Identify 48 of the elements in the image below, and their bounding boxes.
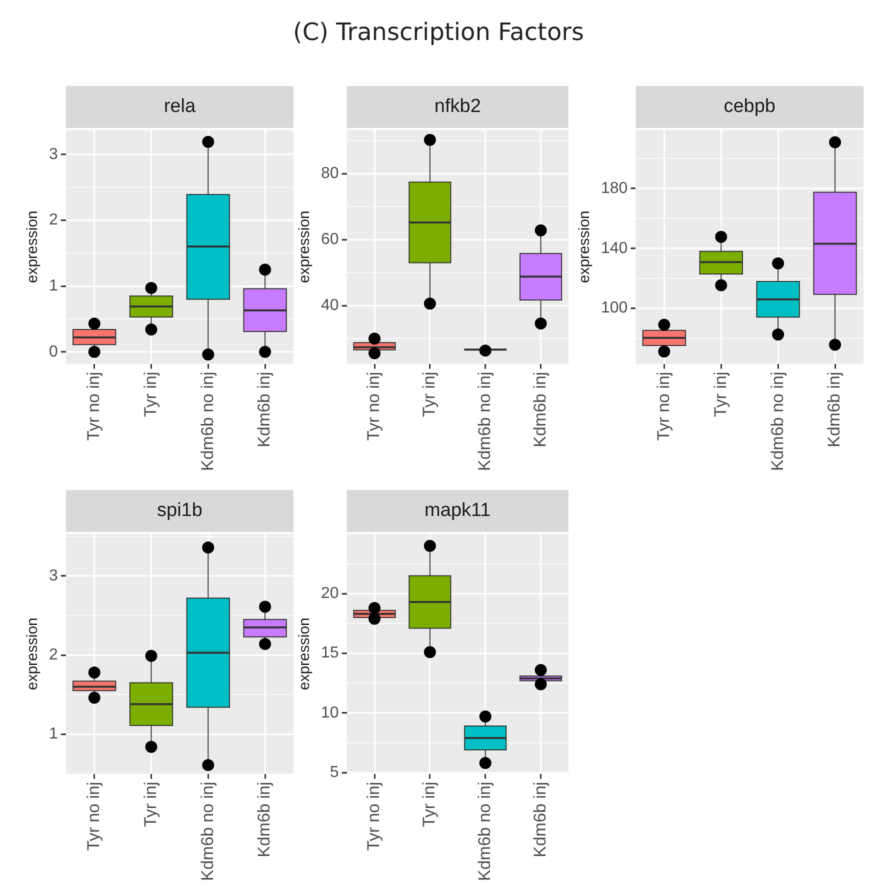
- x-tick-label: Tyr inj: [140, 372, 160, 418]
- x-tick-label: Kdm6b no inj: [768, 372, 787, 472]
- x-tick-label: Kdm6b no inj: [475, 372, 494, 472]
- y-tick-label: 2: [48, 212, 58, 229]
- x-tick-label: Kdm6b inj: [530, 372, 550, 448]
- x-tick-label: Tyr no inj: [364, 782, 384, 851]
- y-tick-label: 60: [321, 231, 339, 248]
- y-tick-label: 20: [321, 585, 339, 602]
- x-tick-label: Tyr no inj: [654, 372, 673, 441]
- y-axis-title: expression: [296, 210, 314, 284]
- chart-title: rela: [164, 96, 196, 118]
- x-tick-label: Tyr no inj: [84, 782, 104, 851]
- chart-title: cebpb: [724, 96, 776, 118]
- y-tick-label: 140: [600, 240, 628, 257]
- y-tick-label: 3: [48, 146, 58, 163]
- y-axis-title: expression: [296, 618, 314, 690]
- x-tick-label: Kdm6b inj: [254, 372, 274, 448]
- y-tick-label: 1: [48, 277, 58, 294]
- y-tick-label: 3: [48, 567, 58, 584]
- y-tick-label: 0: [48, 343, 58, 360]
- y-tick-label: 15: [321, 644, 339, 662]
- x-tick-label: Tyr inj: [420, 372, 439, 418]
- x-tick-label: Tyr inj: [420, 782, 439, 828]
- x-tick-label: Tyr no inj: [84, 372, 104, 441]
- x-tick-label: Kdm6b inj: [824, 372, 844, 448]
- y-tick-label: 5: [330, 764, 339, 781]
- x-tick-label: Kdm6b inj: [530, 782, 550, 858]
- y-tick-label: 1: [48, 726, 58, 743]
- x-tick-label: Kdm6b inj: [254, 782, 274, 858]
- y-axis-title: expression: [24, 618, 42, 690]
- y-tick-label: 40: [321, 297, 339, 314]
- y-tick-label: 100: [600, 300, 628, 317]
- x-tick-label: Tyr inj: [140, 782, 160, 828]
- y-tick-label: 80: [321, 164, 339, 182]
- x-tick-label: Tyr no inj: [364, 372, 384, 441]
- chart-title: mapk11: [424, 500, 491, 522]
- y-axis-title: expression: [576, 210, 594, 284]
- y-tick-label: 10: [321, 704, 339, 722]
- y-tick-label: 180: [600, 180, 628, 197]
- chart-title: nfkb2: [434, 96, 481, 118]
- y-tick-label: 2: [48, 646, 58, 664]
- text: (C) Transcription Factors: [292, 18, 586, 46]
- y-axis-title: expression: [24, 210, 42, 284]
- x-tick-label: Kdm6b no inj: [198, 372, 217, 472]
- x-tick-label: Kdm6b no inj: [475, 782, 494, 882]
- chart-title: spi1b: [156, 500, 202, 522]
- x-tick-label: Kdm6b no inj: [198, 782, 217, 882]
- x-tick-label: Tyr inj: [710, 372, 730, 418]
